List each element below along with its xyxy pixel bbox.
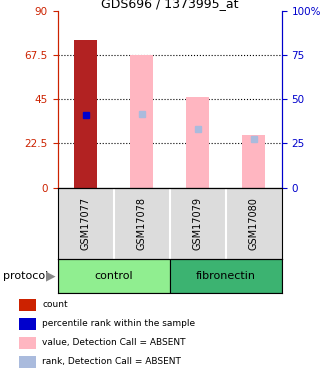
Bar [19,318,36,330]
Bar [19,299,36,310]
Text: percentile rank within the sample: percentile rank within the sample [42,320,195,328]
Text: GSM17079: GSM17079 [193,196,203,250]
Text: GSM17078: GSM17078 [137,196,147,250]
Bar [170,259,282,292]
Title: GDS696 / 1373995_at: GDS696 / 1373995_at [101,0,238,10]
Text: GSM17077: GSM17077 [81,196,91,250]
Bar [186,98,209,188]
Text: GSM17080: GSM17080 [249,196,259,250]
Bar [19,337,36,349]
Text: fibronectin: fibronectin [196,271,256,280]
Text: ▶: ▶ [46,269,56,282]
Text: control: control [94,271,133,280]
Bar [131,56,153,188]
Text: count: count [42,300,68,309]
Text: rank, Detection Call = ABSENT: rank, Detection Call = ABSENT [42,357,181,366]
Text: protocol: protocol [3,271,48,280]
Bar [19,356,36,368]
Text: value, Detection Call = ABSENT: value, Detection Call = ABSENT [42,338,186,347]
Bar [243,135,265,188]
Bar [58,259,170,292]
Bar [74,40,97,188]
